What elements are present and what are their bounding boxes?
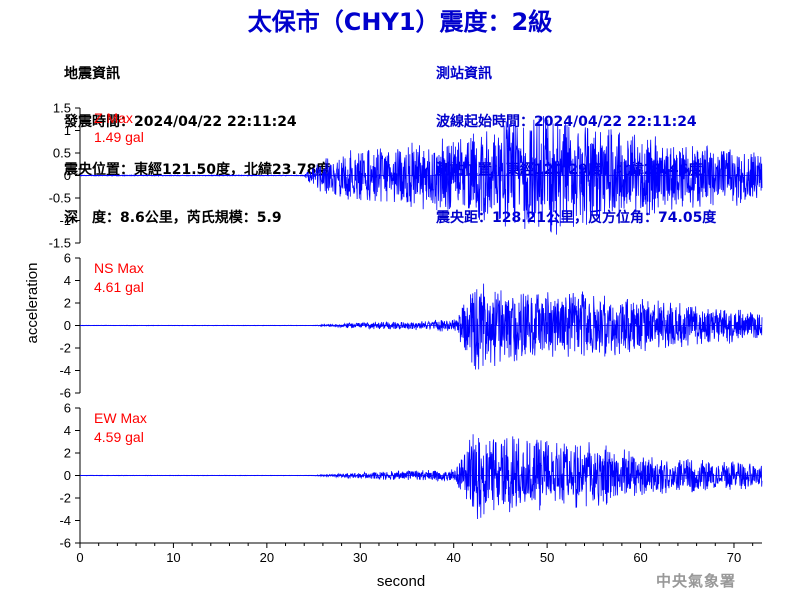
x-tick-label: 30: [353, 550, 367, 565]
y-tick-label: -6: [59, 536, 71, 551]
x-tick-label: 40: [446, 550, 460, 565]
y-tick-label: -6: [59, 386, 71, 401]
waveform-trace-z: [79, 116, 763, 235]
y-tick-label: 6: [64, 251, 71, 266]
y-tick-label: 2: [64, 446, 71, 461]
max-value-z: 1.49 gal: [94, 129, 144, 145]
earthquake-info-heading: 地震資訊: [64, 66, 120, 82]
y-tick-label: 0.5: [53, 146, 71, 161]
y-tick-label: -2: [59, 491, 71, 506]
y-tick-label: -2: [59, 341, 71, 356]
y-tick-label: 0: [64, 318, 71, 333]
y-tick-label: 4: [64, 423, 71, 438]
chart-title: 太保市（CHY1）震度：2級: [247, 8, 553, 36]
y-tick-label: 1: [64, 123, 71, 138]
epicenter-location: 震央位置：東經121.50度，北緯23.78度: [64, 162, 331, 178]
depth-magnitude: 深 度：8.6公里，芮氏規模：5.9: [64, 210, 282, 226]
max-label-ns: NS Max: [94, 260, 144, 276]
y-tick-label: -0.5: [49, 191, 71, 206]
y-axis-title: acceleration: [24, 263, 41, 344]
y-tick-label: -1: [59, 213, 71, 228]
y-tick-label: 0: [64, 468, 71, 483]
y-tick-label: 0: [64, 168, 71, 183]
x-tick-label: 10: [166, 550, 180, 565]
y-tick-label: -4: [59, 513, 71, 528]
max-label-ew: EW Max: [94, 410, 147, 426]
y-tick-label: 4: [64, 273, 71, 288]
waveform-start-time: 波線起始時間：2024/04/22 22:11:24: [436, 114, 697, 130]
x-tick-label: 50: [540, 550, 554, 565]
y-tick-label: 1.5: [53, 101, 71, 116]
earthquake-info: 地震資訊 發震時間：2024/04/22 22:11:24 震央位置：東經121…: [64, 34, 330, 242]
y-tick-label: 2: [64, 296, 71, 311]
max-label-z: Z Max: [94, 110, 133, 126]
x-tick-label: 0: [76, 550, 83, 565]
max-value-ns: 4.61 gal: [94, 279, 144, 295]
x-axis-title: second: [377, 573, 425, 590]
epicentral-distance: 震央距：128.21公里，反方位角：74.05度: [436, 210, 717, 226]
waveform-trace-ew: [79, 434, 763, 520]
agency-watermark: 中央氣象署: [656, 572, 737, 590]
station-info-heading: 測站資訊: [436, 66, 492, 82]
y-tick-label: -4: [59, 363, 71, 378]
max-value-ew: 4.59 gal: [94, 429, 144, 445]
x-tick-label: 70: [727, 550, 741, 565]
y-tick-label: -1.5: [49, 236, 71, 251]
origin-time: 發震時間：2024/04/22 22:11:24: [64, 114, 297, 130]
x-tick-label: 60: [633, 550, 647, 565]
waveform-trace-ns: [79, 283, 763, 370]
y-tick-label: 6: [64, 401, 71, 416]
x-tick-label: 20: [260, 550, 274, 565]
